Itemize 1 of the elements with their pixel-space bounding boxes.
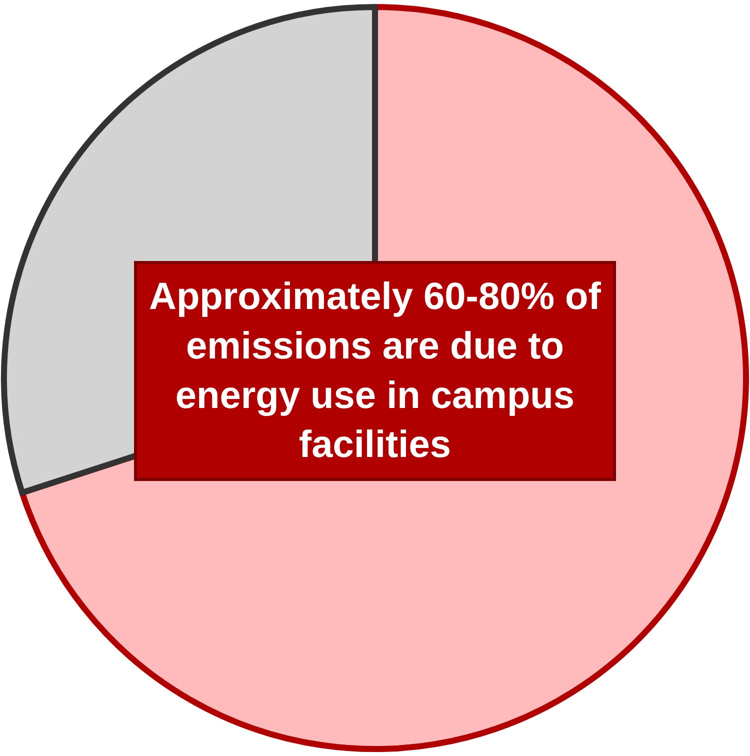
text: Approximately 60-80% of emissions are due to energy use in campus facilities xyxy=(149,276,602,466)
